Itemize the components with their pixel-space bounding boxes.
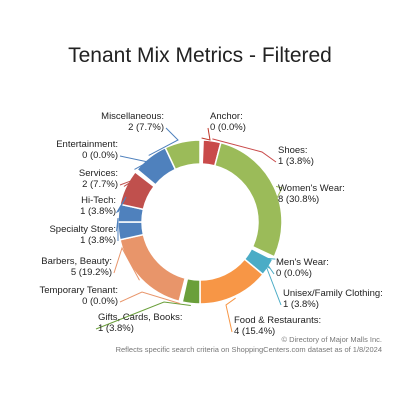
leader-line-hi-tech	[116, 196, 127, 214]
slice-label-shoes: Shoes: 1 (3.8%)	[278, 145, 314, 167]
slice-label-men-s-wear: Men's Wear: 0 (0.0%)	[276, 257, 329, 279]
leader-line-shoes	[212, 138, 277, 163]
donut-slice-unlabeled	[164, 139, 201, 171]
slice-label-temporary-tenant: Temporary Tenant: 0 (0.0%)	[39, 285, 118, 307]
donut-slice-gifts-cards-books	[181, 277, 201, 305]
leader-line-unisex-family-clothing	[265, 264, 282, 306]
footer-note: Reflects specific search criteria on Sho…	[115, 345, 382, 354]
donut-slice-services	[119, 170, 156, 211]
slice-label-services: Services: 2 (7.7%)	[79, 168, 118, 190]
chart-title: Tenant Mix Metrics - Filtered	[68, 44, 332, 67]
donut-slice-food-restaurants	[199, 258, 265, 305]
slice-label-specialty-store: Specialty Store: 1 (3.8%)	[49, 224, 116, 246]
leader-line-specialty-store	[116, 217, 119, 241]
leader-line-anchor	[201, 127, 211, 141]
donut-slice-barbers-beauty	[119, 233, 187, 303]
leader-line-entertainment	[119, 155, 150, 170]
leader-line-temporary-tenant	[119, 291, 181, 305]
slice-label-women-s-wear: Women's Wear: 8 (30.8%)	[278, 183, 345, 205]
leader-line-services	[119, 178, 137, 187]
leader-line-miscellaneous	[148, 127, 179, 156]
leader-line-food-restaurants	[225, 297, 236, 333]
slice-label-gifts-cards-books: Gifts, Cards, Books: 1 (3.8%)	[98, 312, 182, 334]
slice-label-barbers-beauty: Barbers, Beauty: 5 (19.2%)	[41, 256, 112, 278]
donut-slice-women-s-wear	[213, 141, 283, 258]
leader-line-barbers-beauty	[113, 246, 140, 281]
leader-line-men-s-wear	[261, 257, 276, 275]
leader-line-gifts-cards-books	[95, 301, 191, 330]
slice-label-anchor: Anchor: 0 (0.0%)	[210, 111, 246, 133]
footer-copyright: © Directory of Major Malls Inc.	[281, 335, 382, 344]
slice-label-hi-tech: Hi-Tech: 1 (3.8%)	[80, 195, 116, 217]
slice-label-unisex-family-clothing: Unisex/Family Clothing: 1 (3.8%)	[283, 288, 383, 310]
slice-label-food-restaurants: Food & Restaurants: 4 (15.4%)	[234, 315, 321, 337]
slice-label-miscellaneous: Miscellaneous: 2 (7.7%)	[101, 111, 164, 133]
slice-label-entertainment: Entertainment: 0 (0.0%)	[56, 139, 118, 161]
leader-line-women-s-wear	[275, 185, 283, 201]
